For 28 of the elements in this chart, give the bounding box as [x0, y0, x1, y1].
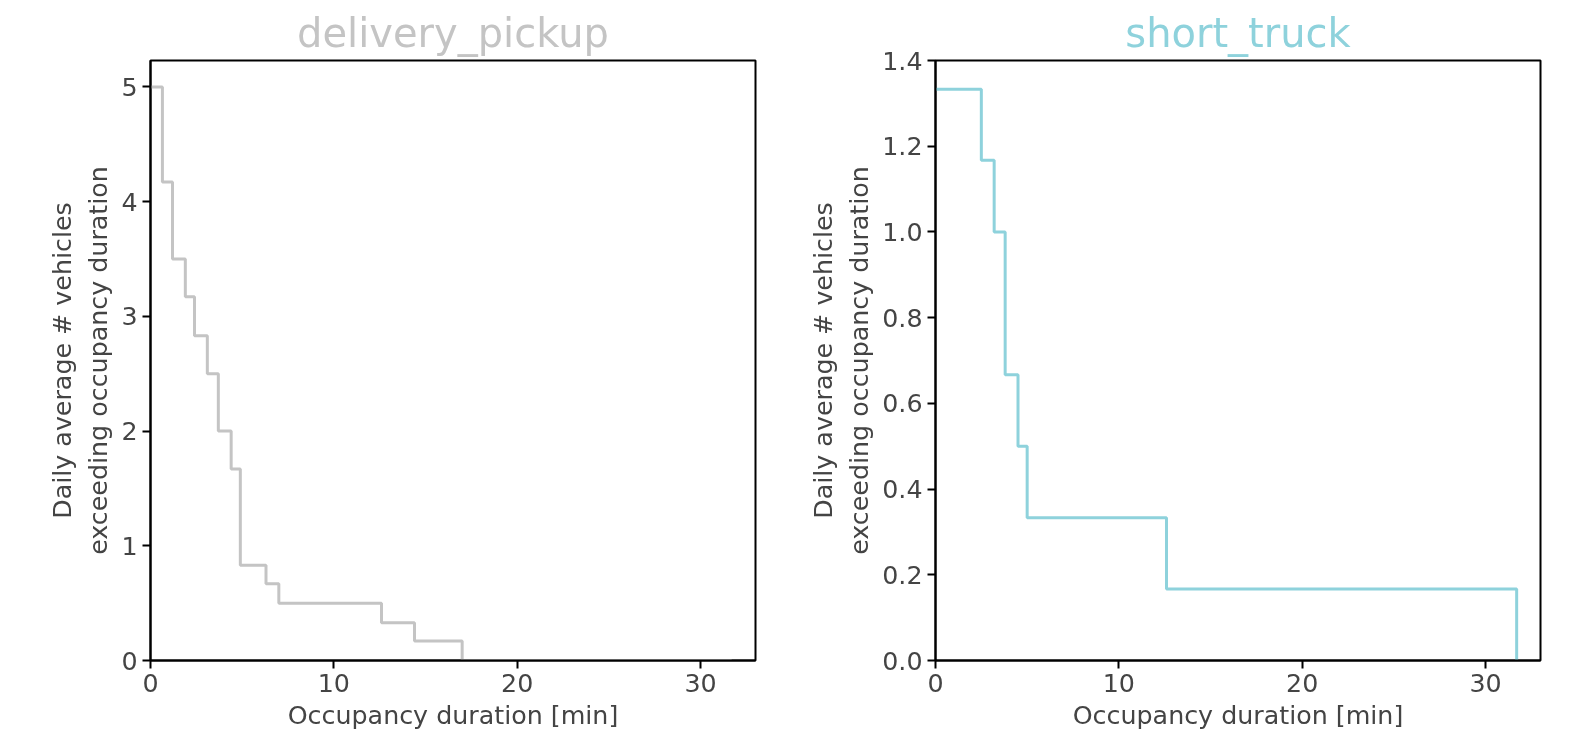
x-axis-title: Occupancy duration [min] [1072, 699, 1404, 730]
chart-title: delivery_pickup [297, 9, 609, 57]
y-tick-label: 4 [121, 186, 138, 217]
y-tick-label: 0.8 [882, 302, 923, 333]
x-tick-label: 20 [501, 667, 534, 698]
x-tick-label: 10 [1102, 667, 1135, 698]
y-axis-title: Daily average # vehicles exceeding occupancy duration [808, 166, 875, 555]
y-tick-label: 0.4 [882, 474, 923, 505]
y-axis-title: Daily average # vehicles exceeding occupancy duration [47, 166, 114, 555]
y-tick-label: 2 [121, 416, 138, 447]
x-tick-label: 0 [142, 667, 159, 698]
x-tick-label: 0 [927, 667, 944, 698]
y-tick-label: 5 [121, 71, 138, 102]
x-axis-title: Occupancy duration [min] [287, 699, 619, 730]
y-tick-label: 1.0 [882, 216, 923, 247]
y-tick-label: 0 [121, 645, 138, 676]
x-tick-label: 10 [317, 667, 350, 698]
y-tick-label: 1.4 [882, 45, 923, 76]
y-tick-label: 1.2 [882, 131, 923, 162]
y-tick-label: 1 [121, 530, 138, 561]
x-tick-label: 30 [684, 667, 717, 698]
y-tick-label: 0.2 [882, 559, 923, 590]
y-tick-label: 3 [121, 301, 138, 332]
y-tick-label: 0.6 [882, 388, 923, 419]
y-tick-label: 0.0 [882, 645, 923, 676]
x-tick-label: 30 [1469, 667, 1502, 698]
x-tick-label: 20 [1286, 667, 1319, 698]
chart-title: short_truck [1125, 9, 1352, 57]
